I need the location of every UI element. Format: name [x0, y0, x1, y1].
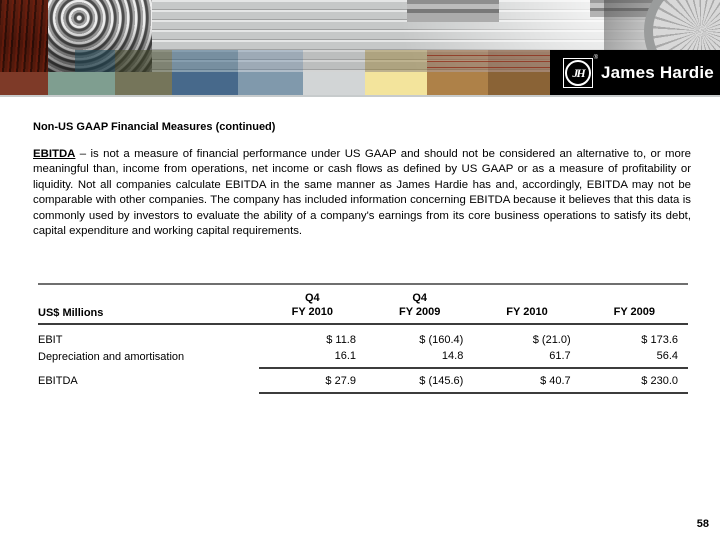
financial-table: US$ Millions Q4 FY 2010 Q4 FY 2009 FY 20…: [38, 283, 688, 394]
table-header-row: US$ Millions Q4 FY 2010 Q4 FY 2009 FY 20…: [38, 284, 688, 324]
cell-value: $ (21.0): [532, 334, 571, 346]
cell-value: $ 230.0: [580, 368, 688, 394]
cell-value: $ 40.7: [473, 368, 581, 394]
cornice-detail: [407, 0, 499, 22]
banner-overlay-block: [115, 50, 172, 72]
header-line2: FY 2009: [613, 306, 656, 318]
column-header-q4-fy2010: Q4 FY 2010: [259, 284, 366, 324]
jh-monogram-letters: JH: [565, 59, 591, 86]
banner-color-block: [427, 72, 488, 95]
header-line1: Q4: [412, 292, 427, 304]
banner-overlay-block: [75, 50, 115, 72]
banner-color-block: [115, 72, 172, 95]
registered-trademark-symbol: ®: [593, 54, 598, 61]
banner-color-block: [0, 72, 48, 95]
column-header-units: US$ Millions: [38, 307, 104, 319]
wood-texture-photo: [0, 0, 48, 72]
banner-color-block: [488, 72, 553, 95]
brick-lines-texture: [427, 50, 553, 72]
table-row-ebitda: EBITDA $ 27.9 $ (145.6) $ 40.7 $ 230.0: [38, 368, 688, 394]
banner-divider-line: [0, 95, 720, 97]
banner-color-block: [48, 72, 115, 95]
banner-color-block: [172, 72, 238, 95]
banner-color-block: [365, 72, 427, 95]
row-label: Depreciation and amortisation: [38, 350, 185, 363]
banner-overlay-block: [365, 50, 427, 72]
column-header-fy2009: FY 2009: [581, 284, 688, 324]
row-label: EBITDA: [38, 374, 78, 387]
banner-overlay-block: [303, 50, 365, 72]
header-line2: FY 2009: [398, 306, 441, 318]
james-hardie-logo: JH ® James Hardie: [550, 50, 720, 95]
table-row-depreciation: Depreciation and amortisation 16.1 14.8 …: [38, 348, 688, 369]
cell-value: 61.7: [473, 348, 581, 369]
cell-value: 56.4: [580, 348, 688, 369]
cell-value: $ (145.6): [366, 368, 474, 394]
paragraph-body-text: – is not a measure of financial performa…: [33, 148, 691, 238]
cell-value: 14.8: [366, 348, 474, 369]
banner-color-block: [238, 72, 303, 95]
header-line1: [581, 291, 688, 305]
cell-value: $ (160.4): [419, 334, 464, 346]
cell-value: 16.1: [258, 348, 366, 369]
paragraph-lead-term: EBITDA: [33, 148, 76, 160]
row-label: EBIT: [38, 334, 63, 346]
header-line1: [473, 291, 580, 305]
header-line2: FY 2010: [291, 306, 334, 318]
cell-value: $ 11.8: [326, 334, 356, 346]
ebitda-definition-paragraph: EBITDA – is not a measure of financial p…: [33, 147, 691, 239]
table-row-ebit: EBIT $ 11.8 $ (160.4) $ (21.0) $ 173.6: [38, 324, 688, 348]
banner-solid-row: [0, 72, 553, 95]
banner-color-block: [303, 72, 365, 95]
page-title: Non-US GAAP Financial Measures (continue…: [33, 121, 276, 133]
column-header-q4-fy2009: Q4 FY 2009: [366, 284, 473, 324]
page-number: 58: [696, 518, 709, 530]
cell-value: $ 27.9: [258, 368, 366, 394]
header-banner: JH ® James Hardie: [0, 0, 720, 97]
banner-overlay-block: [172, 50, 238, 72]
banner-overlay-block: [238, 50, 303, 72]
header-line1: Q4: [304, 292, 320, 304]
jh-monogram-icon: JH ®: [563, 55, 598, 88]
cell-value: $ 173.6: [641, 334, 678, 346]
header-line2: FY 2010: [506, 306, 548, 318]
column-header-fy2010: FY 2010: [473, 284, 580, 324]
brand-name: James Hardie: [601, 62, 714, 82]
